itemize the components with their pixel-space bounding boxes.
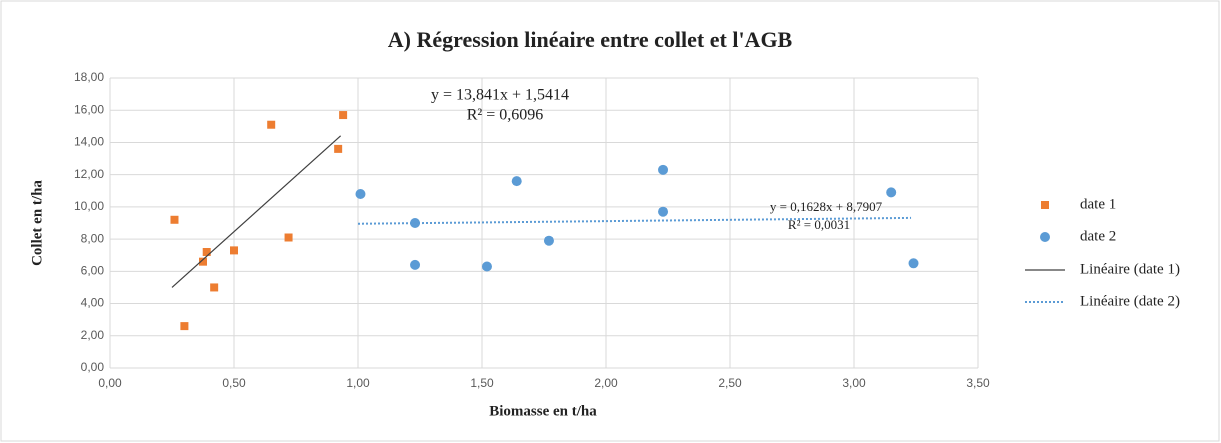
point <box>267 120 276 129</box>
point <box>410 259 421 270</box>
x-tick-label: 3,50 <box>966 376 990 390</box>
legend-label: Linéaire (date 2) <box>1080 293 1180 309</box>
legend-marker <box>1040 232 1050 242</box>
point <box>202 248 211 256</box>
trendline-equation: y = 0,1628x + 8,7907 <box>770 199 883 214</box>
x-tick-label: 1,50 <box>470 376 494 390</box>
x-tick-label: 1,00 <box>346 376 370 390</box>
x-axis-title: Biomasse en t/ha <box>489 403 597 419</box>
point <box>334 144 343 153</box>
x-tick-label: 0,00 <box>98 376 122 390</box>
trendline-r2: R² = 0,0031 <box>788 217 850 232</box>
x-tick-label: 0,50 <box>222 376 246 390</box>
trendline <box>357 216 912 225</box>
point <box>170 215 179 224</box>
point <box>210 283 219 292</box>
point <box>543 235 554 246</box>
y-axis-title: Collet en t/ha <box>29 180 45 266</box>
chart-title: A) Régression linéaire entre collet et l… <box>388 27 793 52</box>
point <box>908 258 919 269</box>
point <box>658 206 669 217</box>
y-tick-label: 2,00 <box>81 328 105 342</box>
point <box>339 111 348 120</box>
y-tick-label: 0,00 <box>81 360 105 374</box>
legend-marker <box>1041 201 1049 209</box>
y-tick-label: 10,00 <box>74 199 104 213</box>
legend-label: date 2 <box>1080 228 1116 244</box>
legend-label: date 1 <box>1080 196 1116 212</box>
y-tick-label: 8,00 <box>81 231 105 245</box>
point <box>658 164 669 175</box>
point <box>886 187 897 198</box>
y-tick-label: 4,00 <box>81 296 105 310</box>
point <box>199 257 207 266</box>
x-tick-label: 2,00 <box>594 376 618 390</box>
point <box>511 176 522 187</box>
legend-label: Linéaire (date 1) <box>1080 261 1180 277</box>
trendline-r2: R² = 0,6096 <box>467 107 544 124</box>
point <box>230 246 238 255</box>
y-tick-label: 16,00 <box>74 102 104 116</box>
y-tick-label: 18,00 <box>74 70 104 84</box>
x-tick-label: 3,00 <box>842 376 866 390</box>
point <box>355 189 366 199</box>
y-tick-label: 14,00 <box>74 135 104 149</box>
point <box>284 233 293 242</box>
point <box>180 322 189 331</box>
y-tick-label: 6,00 <box>81 264 105 278</box>
point <box>481 261 492 272</box>
trendline-equation: y = 13,841x + 1,5414 <box>431 87 569 104</box>
y-tick-label: 12,00 <box>74 167 104 181</box>
trendline <box>171 135 342 288</box>
x-tick-label: 2,50 <box>718 376 742 390</box>
